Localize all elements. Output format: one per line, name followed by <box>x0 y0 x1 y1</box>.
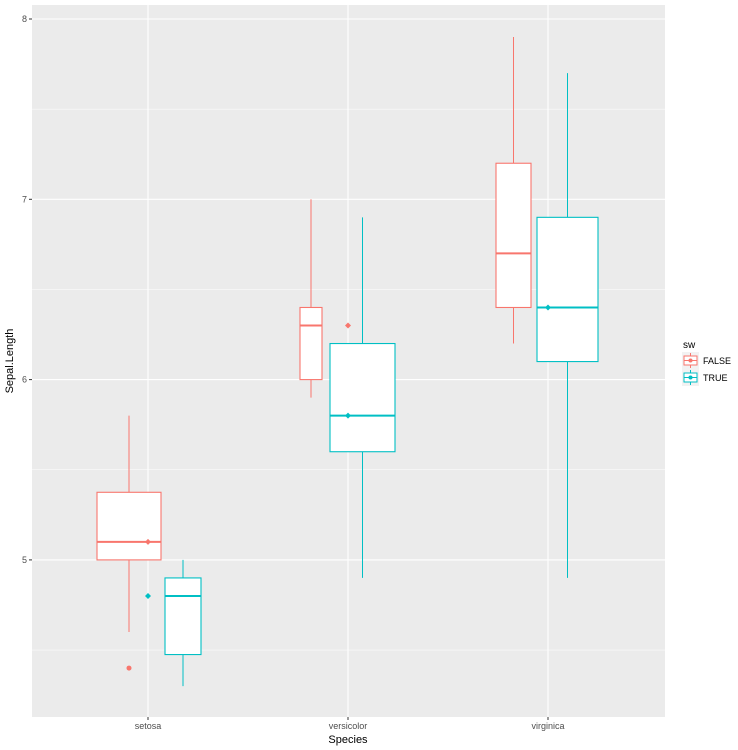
box-iqr <box>495 162 532 309</box>
box-iqr <box>299 306 323 381</box>
y-tick-label: 5 <box>22 555 27 565</box>
legend-label: FALSE <box>703 356 731 366</box>
box-true-setosa <box>145 559 202 687</box>
x-axis-ticks: setosa versicolor virginica <box>135 717 565 731</box>
mean-point <box>345 412 351 419</box>
x-axis-title: Species <box>328 734 368 746</box>
box-false-setosa <box>96 415 162 671</box>
y-axis-title: Sepal.Length <box>4 329 16 394</box>
mean-point <box>145 592 151 599</box>
y-tick-label: 7 <box>22 194 27 204</box>
legend-key-true: TRUE <box>682 369 728 386</box>
x-tick-label: setosa <box>135 721 162 731</box>
y-tick-label: 8 <box>22 14 27 24</box>
box-false-versicolor <box>299 199 351 398</box>
legend: sw FALSE TRUE <box>682 340 731 386</box>
box-true-versicolor <box>329 217 396 578</box>
x-tick-label: versicolor <box>329 721 368 731</box>
mean-point <box>545 304 551 311</box>
y-axis-ticks: 5 6 7 8 <box>22 14 32 565</box>
legend-label: TRUE <box>703 373 728 383</box>
legend-key-false: FALSE <box>682 352 731 369</box>
mean-point <box>345 322 351 329</box>
box-iqr <box>329 342 396 453</box>
box-iqr <box>164 577 202 656</box>
boxes <box>96 37 599 687</box>
legend-title: sw <box>683 340 696 351</box>
box-true-virginica <box>536 73 599 578</box>
legend-point <box>688 375 693 380</box>
y-tick-label: 6 <box>22 375 27 385</box>
legend-point <box>688 358 693 363</box>
outlier-point <box>126 665 132 671</box>
x-tick-label: virginica <box>531 721 564 731</box>
box-iqr <box>96 491 162 561</box>
mean-point <box>145 538 151 545</box>
box-iqr <box>536 216 599 363</box>
